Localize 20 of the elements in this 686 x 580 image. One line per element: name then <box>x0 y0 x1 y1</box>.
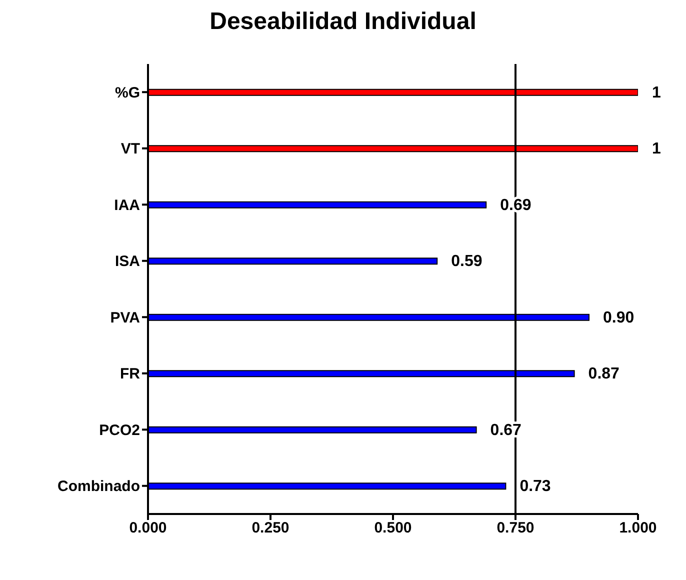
y-tick-label: FR <box>120 366 140 383</box>
y-tick-label: IAA <box>114 196 140 214</box>
data-label: 0.90 <box>603 309 634 326</box>
x-tick-label: 0.500 <box>374 520 412 537</box>
y-tick-label: PVA <box>110 309 140 326</box>
data-label: 1 <box>652 84 661 102</box>
data-label: 0.87 <box>588 366 620 383</box>
x-tick-label: 0.000 <box>129 520 167 537</box>
x-tick-label: 0.750 <box>496 520 534 537</box>
y-tick-label: VT <box>120 140 140 158</box>
x-tick-label: 0.250 <box>252 520 290 537</box>
data-label: 0.59 <box>451 253 482 270</box>
y-tick-label: Combinado <box>58 478 140 496</box>
y-tick-label: %G <box>114 84 140 102</box>
y-tick-label: PCO2 <box>99 422 140 439</box>
chart-title: Deseabilidad Individual <box>208 8 478 36</box>
y-tick-label: ISA <box>114 253 140 270</box>
data-label: 0.73 <box>520 478 551 496</box>
x-tick-label: 1.000 <box>619 520 657 537</box>
data-label: 1 <box>652 140 661 158</box>
